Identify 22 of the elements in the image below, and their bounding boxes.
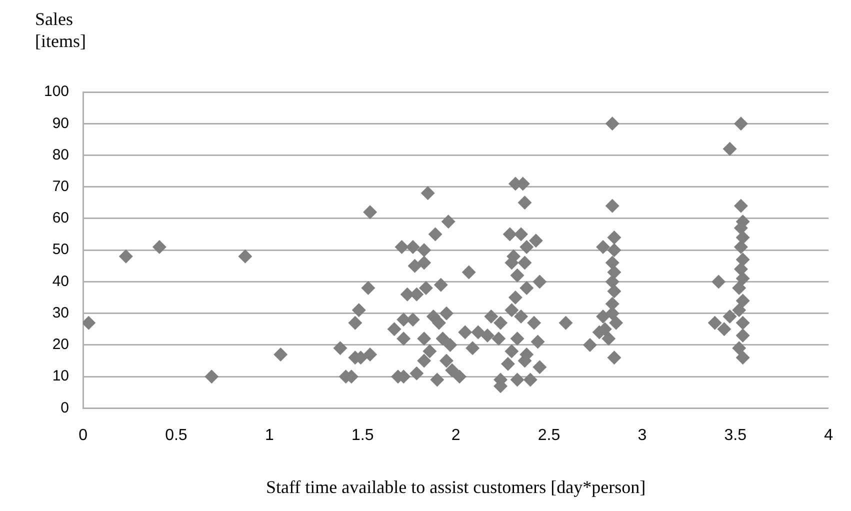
x-tick-label: 2.5 (538, 427, 560, 444)
x-tick-label: 1 (264, 427, 274, 444)
y-tick-label: 70 (52, 178, 70, 195)
y-tick-label: 60 (52, 210, 70, 227)
y-tick-label: 100 (44, 83, 70, 100)
y-tick-label: 80 (52, 146, 70, 164)
x-tick-label: 0.5 (165, 427, 188, 444)
x-tick-label: 3.5 (724, 427, 747, 444)
y-tick-label: 40 (52, 272, 70, 290)
y-tick-label: 50 (52, 241, 70, 258)
x-tick-label: 2 (451, 427, 460, 444)
y-tick-label: 30 (52, 304, 70, 322)
x-axis-title: Staff time available to assist customers [day*person] (266, 476, 646, 497)
y-tick-label: 90 (52, 114, 70, 132)
x-tick-label: 1.5 (351, 427, 374, 444)
y-tick-label: 0 (60, 399, 70, 416)
x-tick-label: 4 (824, 427, 834, 444)
x-tick-label: 3 (638, 427, 647, 444)
y-tick-label: 20 (52, 336, 70, 354)
y-axis-title: Sales [items] (35, 8, 87, 52)
y-tick-label: 10 (52, 368, 70, 385)
x-tick-label: 0 (78, 427, 88, 444)
